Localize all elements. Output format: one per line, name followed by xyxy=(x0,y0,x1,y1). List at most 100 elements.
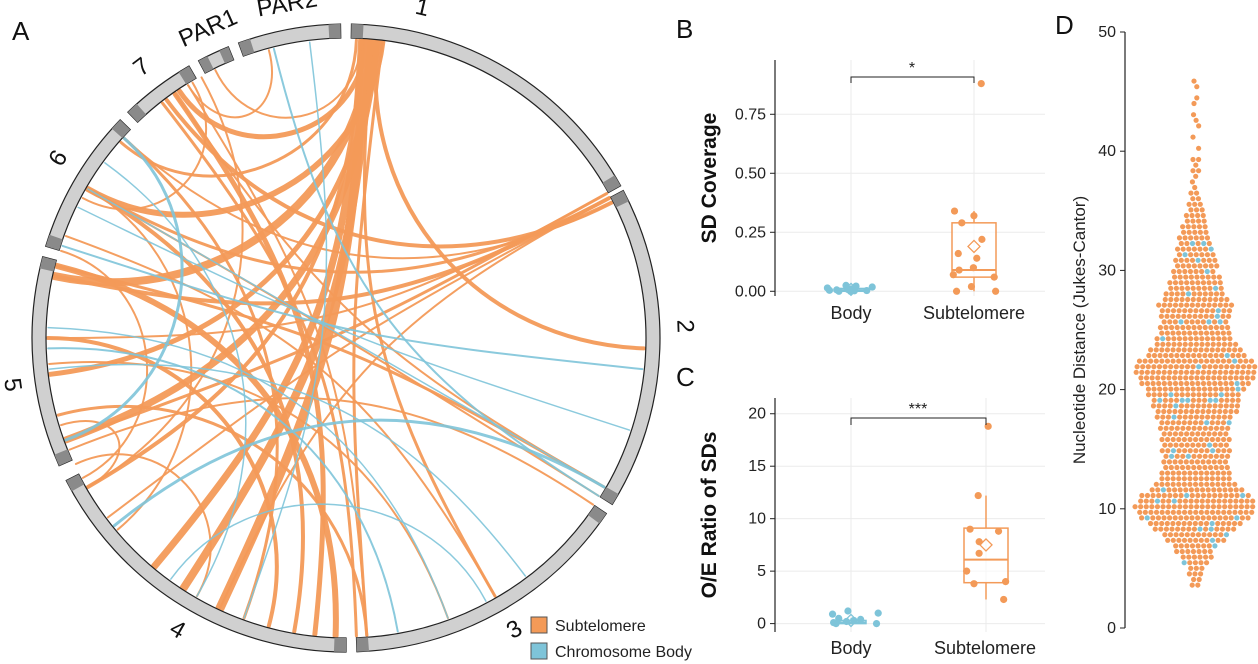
subtelomere-point xyxy=(1186,229,1192,235)
subtelomere-point xyxy=(1182,268,1188,275)
subtelomere-point xyxy=(1210,268,1216,275)
subtelomere-point xyxy=(1172,408,1178,415)
subtelomere-point xyxy=(1169,526,1175,532)
subtelomere-point xyxy=(1204,347,1210,353)
subtelomere-point xyxy=(1184,543,1190,549)
subtelomere-point xyxy=(1187,476,1193,482)
subtelomere-point xyxy=(1178,515,1184,521)
subtelomere-point xyxy=(1187,470,1193,476)
subtelomere-band xyxy=(328,24,341,39)
subtelomere-point xyxy=(1202,548,1208,555)
subtelomere-point xyxy=(1188,274,1194,280)
subtelomere-point xyxy=(1191,464,1197,471)
subtelomere-point xyxy=(1205,375,1211,381)
subtelomere-link xyxy=(172,91,326,637)
subtelomere-point xyxy=(1207,392,1213,398)
subtelomere-point xyxy=(1167,380,1173,387)
subtelomere-point xyxy=(1218,386,1224,392)
subtelomere-point xyxy=(1172,492,1179,499)
subtelomere-point xyxy=(1174,464,1180,471)
subtelomere-point xyxy=(1181,420,1187,426)
subtelomere-point xyxy=(1145,392,1152,398)
y-tick-label: 0 xyxy=(757,616,766,633)
body-point xyxy=(1240,492,1246,499)
subtelomere-point xyxy=(1184,285,1191,291)
subtelomere-point xyxy=(1203,560,1210,566)
subtelomere-point xyxy=(1227,375,1234,381)
subtelomere-point xyxy=(1202,464,1208,471)
subtelomere-point xyxy=(1162,386,1168,392)
subtelomere-point xyxy=(1208,453,1214,459)
subtelomere-point xyxy=(1176,470,1182,476)
panel-d-y-axis-label: Nucleotide Distance (Jukes-Cantor) xyxy=(1070,196,1089,464)
subtelomere-point xyxy=(1192,520,1198,527)
subtelomere-point xyxy=(1219,291,1225,297)
subtelomere-point xyxy=(1206,257,1212,263)
subtelomere-point xyxy=(1188,487,1194,493)
subtelomere-point xyxy=(1229,397,1236,403)
panel-c-letter: C xyxy=(676,362,695,392)
subtelomere-point xyxy=(1173,386,1180,392)
subtelomere-point xyxy=(1200,319,1206,325)
subtelomere-point xyxy=(1248,358,1255,364)
subtelomere-point xyxy=(1170,308,1177,314)
subtelomere-link xyxy=(214,39,363,119)
box-subtelomere xyxy=(963,527,1009,584)
body-point xyxy=(1207,397,1213,403)
subtelomere-point xyxy=(1155,375,1161,381)
subtelomere-point xyxy=(1195,492,1201,499)
subtelomere-point xyxy=(1145,364,1151,370)
subtelomere-point xyxy=(1140,364,1146,370)
panel-b-significance: * xyxy=(909,60,915,77)
subtelomere-point xyxy=(1169,291,1175,297)
subtelomere-point xyxy=(1176,476,1182,482)
subtelomere-point xyxy=(1212,442,1218,448)
y-tick-label: 0.25 xyxy=(735,224,766,241)
subtelomere-point xyxy=(1175,520,1182,527)
subtelomere-point xyxy=(1195,403,1201,409)
subtelomere-point xyxy=(1193,414,1200,420)
subtelomere-point xyxy=(1212,492,1218,499)
subtelomere-point xyxy=(1179,364,1185,370)
subtelomere-point xyxy=(1220,358,1227,364)
subtelomere-point xyxy=(1244,498,1250,504)
subtelomere-point xyxy=(1161,302,1167,308)
subtelomere-point xyxy=(1190,196,1196,202)
subtelomere-point xyxy=(1138,498,1144,504)
subtelomere-point xyxy=(1153,520,1159,527)
subtelomere-point xyxy=(1192,347,1199,353)
subtelomere-point xyxy=(1181,481,1187,487)
panel-d-letter: D xyxy=(1055,10,1074,40)
subtelomere-point xyxy=(1219,324,1225,331)
subtelomere-band xyxy=(54,449,72,466)
subtelomere-point xyxy=(1243,358,1249,364)
subtelomere-point xyxy=(1198,470,1204,476)
subtelomere-point xyxy=(1217,380,1223,387)
subtelomere-point xyxy=(1176,252,1183,258)
subtelomere-point xyxy=(1235,392,1241,398)
subtelomere-point xyxy=(1222,498,1228,504)
subtelomere-point xyxy=(1174,291,1180,297)
subtelomere-point xyxy=(1201,218,1207,224)
subtelomere-point xyxy=(1190,168,1196,174)
subtelomere-point xyxy=(1209,420,1215,426)
subtelomere-point xyxy=(1193,336,1199,342)
subtelomere-point xyxy=(1224,296,1230,303)
body-point xyxy=(1160,487,1166,493)
subtelomere-point xyxy=(1190,364,1196,370)
subtelomere-point xyxy=(1243,509,1249,515)
subtelomere-point xyxy=(1170,476,1176,482)
subtelomere-point xyxy=(1215,330,1221,336)
subtelomere-point xyxy=(1178,492,1184,499)
subtelomere-point xyxy=(1196,397,1202,403)
subtelomere-point xyxy=(1134,364,1140,370)
subtelomere-point xyxy=(1213,392,1219,398)
body-point xyxy=(1171,414,1177,420)
data-point xyxy=(978,235,986,243)
subtelomere-link xyxy=(150,36,366,570)
subtelomere-point xyxy=(1209,476,1215,482)
subtelomere-point xyxy=(1159,448,1165,454)
subtelomere-point xyxy=(1159,481,1165,487)
y-tick-label: 5 xyxy=(757,563,766,580)
subtelomere-point xyxy=(1206,431,1212,437)
